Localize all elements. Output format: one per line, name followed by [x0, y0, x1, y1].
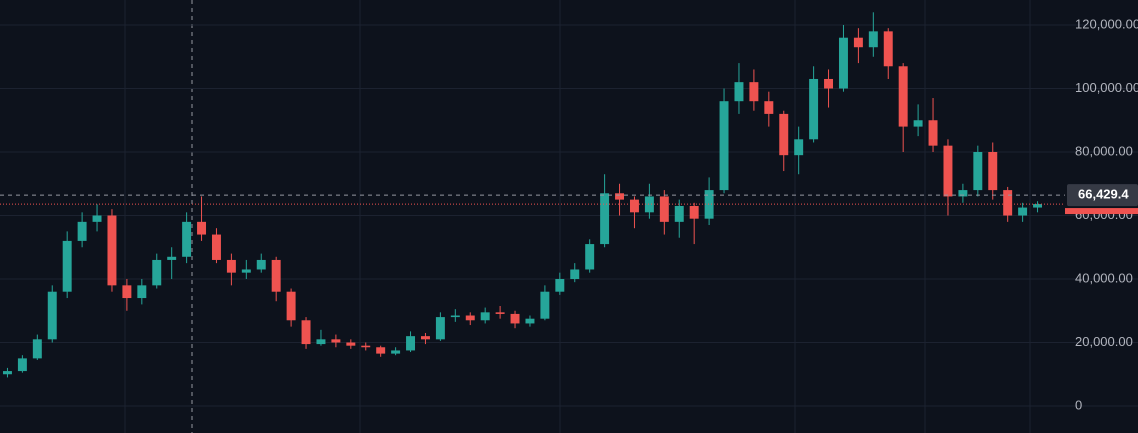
- y-tick-label: 100,000.00: [1075, 80, 1138, 95]
- candle-body: [898, 66, 908, 127]
- candle-body: [47, 291, 57, 340]
- candle-body: [226, 259, 236, 273]
- candle-body: [734, 82, 744, 102]
- candle-body: [525, 318, 535, 324]
- y-tick-label: 120,000.00: [1075, 16, 1138, 31]
- candle-body: [346, 342, 356, 346]
- candle-body: [749, 82, 759, 102]
- candle-body: [809, 78, 819, 140]
- candle-body: [376, 347, 386, 354]
- candle-body: [480, 312, 490, 321]
- candle-body: [958, 190, 968, 197]
- candle-body: [211, 234, 221, 260]
- candle-body: [1003, 190, 1013, 216]
- candle-body: [107, 215, 117, 286]
- candle-body: [32, 339, 42, 359]
- candle-body: [271, 259, 281, 292]
- candle-body: [674, 205, 684, 222]
- candle-body: [77, 221, 87, 241]
- candle-body: [794, 139, 804, 156]
- candle-body: [465, 315, 475, 321]
- candle-body: [943, 145, 953, 197]
- crosshair-label-bg: [1067, 184, 1138, 207]
- candle-body: [391, 350, 401, 354]
- candle-body: [659, 196, 669, 222]
- candle-body: [197, 221, 207, 235]
- candle-body: [495, 312, 505, 314]
- candle-body: [928, 120, 938, 146]
- candle-body: [17, 358, 27, 372]
- candle-body: [62, 240, 72, 292]
- candle-body: [137, 285, 147, 299]
- candle-body: [838, 37, 848, 89]
- candle-body: [853, 37, 863, 48]
- candle-body: [301, 320, 311, 345]
- candle-body: [570, 269, 580, 279]
- candle-body: [420, 336, 430, 340]
- candle-body: [122, 285, 132, 299]
- candle-body: [1033, 204, 1043, 208]
- candle-body: [913, 120, 923, 127]
- candle-body: [2, 371, 12, 375]
- candle-body: [600, 193, 610, 245]
- y-tick-label: 80,000.00: [1075, 143, 1133, 158]
- y-tick-label: 40,000.00: [1075, 270, 1133, 285]
- y-tick-label: 20,000.00: [1075, 334, 1133, 349]
- candle-body: [555, 278, 565, 292]
- candle-body: [540, 291, 550, 319]
- candle-body: [615, 193, 625, 200]
- candle-body: [689, 205, 699, 219]
- candle-body: [868, 31, 878, 48]
- candle-body: [1018, 207, 1028, 216]
- candle-body: [644, 196, 654, 213]
- candle-body: [167, 256, 177, 260]
- candle-body: [435, 317, 445, 340]
- candle-body: [182, 221, 192, 257]
- candle-body: [152, 259, 162, 286]
- candle-body: [629, 199, 639, 213]
- last-price-marker: [1065, 208, 1138, 215]
- candle-body: [361, 345, 371, 348]
- candle-body: [824, 78, 834, 89]
- candle-body: [331, 339, 341, 343]
- crosshair-label: 66,429.4: [1078, 187, 1129, 202]
- vertical-grid: [124, 0, 1031, 433]
- candle-body: [256, 259, 266, 270]
- candle-body: [316, 339, 326, 345]
- candle-body: [988, 151, 998, 191]
- candle-body: [241, 269, 251, 273]
- candle-body: [779, 113, 789, 156]
- candle-body: [585, 244, 595, 270]
- candle-body: [719, 101, 729, 191]
- candle-body: [450, 315, 460, 318]
- candle-body: [883, 31, 893, 67]
- candle-body: [704, 190, 714, 219]
- candle-body: [92, 215, 102, 222]
- candle-body: [510, 313, 520, 324]
- candle-body: [764, 101, 774, 114]
- candle-body: [406, 336, 416, 351]
- y-tick-label: 0: [1075, 397, 1082, 412]
- candle-body: [286, 291, 296, 321]
- candle-body: [973, 151, 983, 191]
